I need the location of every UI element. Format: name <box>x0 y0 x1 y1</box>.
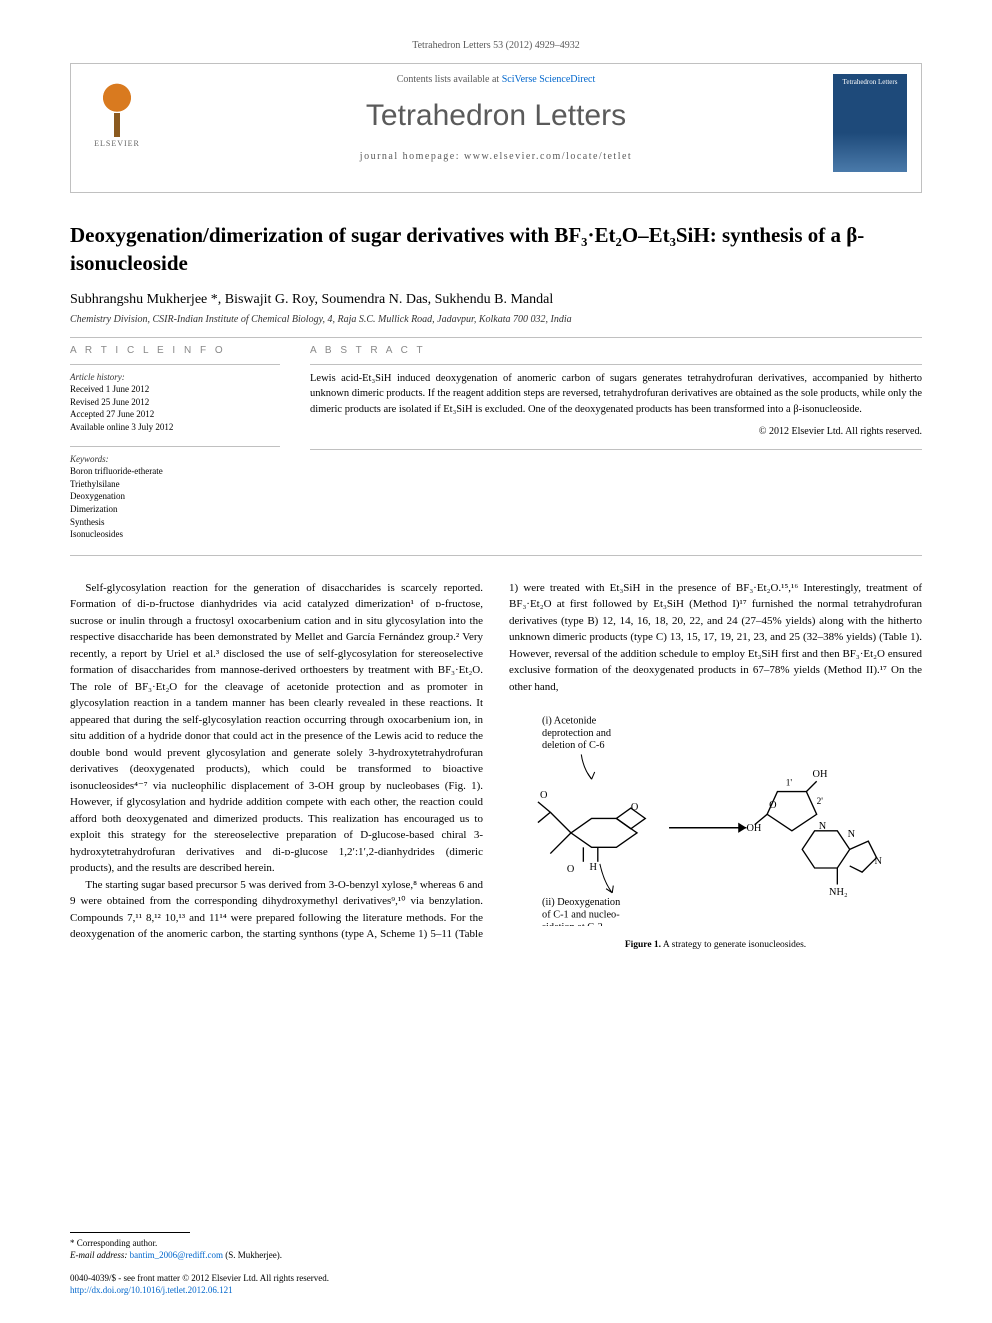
abstract-copyright: © 2012 Elsevier Ltd. All rights reserved… <box>310 425 922 440</box>
cover-label: Tetrahedron Letters <box>843 78 898 86</box>
fig-o2-label: O <box>567 864 575 875</box>
figure-1-block: (i) Acetonide deprotection and deletion … <box>509 709 922 952</box>
keyword-item: Dimerization <box>70 503 280 516</box>
abstract-text: Lewis acid-Et₃SiH induced deoxygenation … <box>310 371 922 417</box>
email-label: E-mail address: <box>70 1250 130 1260</box>
history-online: Available online 3 July 2012 <box>70 421 280 434</box>
article-info-heading: A R T I C L E I N F O <box>70 344 280 358</box>
page-footer: * Corresponding author. E-mail address: … <box>70 1232 922 1297</box>
fig-ann1a: (i) Acetonide <box>542 716 597 727</box>
homepage-line: journal homepage: www.elsevier.com/locat… <box>175 151 817 162</box>
masthead-center: Contents lists available at SciVerse Sci… <box>175 74 817 162</box>
fig-pos1: 1' <box>786 779 793 789</box>
fig-oh2: OH <box>746 823 761 834</box>
keyword-item: Boron trifluoride-etherate <box>70 465 280 478</box>
citation-text: Tetrahedron Letters 53 (2012) 4929–4932 <box>412 40 580 51</box>
fig-ann2a: (ii) Deoxygenation <box>542 897 620 908</box>
keyword-item: Triethylsilane <box>70 478 280 491</box>
fig-oh-left: O <box>540 790 548 801</box>
fig-n3: N <box>874 856 882 867</box>
rule-abs-1 <box>310 364 922 365</box>
email-link[interactable]: bantim_2006@rediff.com <box>130 1250 223 1260</box>
figure-1-svg: (i) Acetonide deprotection and deletion … <box>509 709 922 926</box>
keyword-item: Isonucleosides <box>70 528 280 541</box>
keyword-item: Synthesis <box>70 516 280 529</box>
fig-n1: N <box>819 821 827 832</box>
fig-ann1c: deletion of C-6 <box>542 741 604 752</box>
journal-title: Tetrahedron Letters <box>175 99 817 133</box>
article-info-block: A R T I C L E I N F O Article history: R… <box>70 344 280 541</box>
fig-h-label: H <box>590 862 598 873</box>
header-citation: Tetrahedron Letters 53 (2012) 4929–4932 <box>70 40 922 51</box>
email-suffix: (S. Mukherjee). <box>225 1250 282 1260</box>
rule-abs-2 <box>310 449 922 450</box>
history-label: Article history: <box>70 371 280 384</box>
rule-info-1 <box>70 364 280 365</box>
body-columns: Self-glycosylation reaction for the gene… <box>70 580 922 952</box>
fig-n2: N <box>848 829 856 840</box>
history-accepted: Accepted 27 June 2012 <box>70 408 280 421</box>
abstract-heading: A B S T R A C T <box>310 344 922 359</box>
history-received: Received 1 June 2012 <box>70 383 280 396</box>
fig-oh1: OH <box>813 769 828 780</box>
figure-1-caption-text: A strategy to generate isonucleosides. <box>663 940 806 950</box>
affiliation-line: Chemistry Division, CSIR-Indian Institut… <box>70 314 922 325</box>
figure-1-caption: Figure 1. A strategy to generate isonucl… <box>509 938 922 952</box>
doi-link[interactable]: http://dx.doi.org/10.1016/j.tetlet.2012.… <box>70 1285 233 1295</box>
elsevier-logo[interactable]: ELSEVIER <box>85 74 149 148</box>
elsevier-label: ELSEVIER <box>94 139 140 148</box>
body-paragraph-1: Self-glycosylation reaction for the gene… <box>70 580 483 877</box>
contents-line: Contents lists available at SciVerse Sci… <box>175 74 817 85</box>
fig-ann2b: of C-1 and nucleo- <box>542 910 620 921</box>
keyword-item: Deoxygenation <box>70 490 280 503</box>
doi-line: http://dx.doi.org/10.1016/j.tetlet.2012.… <box>70 1284 922 1297</box>
issn-line: 0040-4039/$ - see front matter © 2012 El… <box>70 1272 922 1285</box>
fig-nh2: NH₂ <box>829 887 848 898</box>
info-abstract-row: A R T I C L E I N F O Article history: R… <box>70 344 922 541</box>
fig-pos2: 2' <box>817 797 824 807</box>
history-revised: Revised 25 June 2012 <box>70 396 280 409</box>
contents-prefix: Contents lists available at <box>397 74 502 85</box>
homepage-url[interactable]: www.elsevier.com/locate/tetlet <box>464 151 632 162</box>
footer-rule <box>70 1232 190 1233</box>
homepage-prefix: journal homepage: <box>360 151 464 162</box>
corresponding-author: * Corresponding author. <box>70 1237 922 1250</box>
sciencedirect-link[interactable]: SciVerse ScienceDirect <box>502 74 596 85</box>
email-line: E-mail address: bantim_2006@rediff.com (… <box>70 1249 922 1262</box>
fig-ann1b: deprotection and <box>542 728 612 739</box>
fig-o-ring: O <box>769 800 777 811</box>
abstract-block: A B S T R A C T Lewis acid-Et₃SiH induce… <box>310 344 922 541</box>
rule-top <box>70 337 922 338</box>
fig-o-label: O <box>631 802 639 813</box>
authors-line: Subhrangshu Mukherjee *, Biswajit G. Roy… <box>70 292 922 308</box>
journal-cover-thumbnail[interactable]: Tetrahedron Letters <box>833 74 907 172</box>
article-title: Deoxygenation/dimerization of sugar deri… <box>70 221 922 278</box>
elsevier-tree-icon <box>90 83 144 137</box>
journal-masthead: ELSEVIER Contents lists available at Sci… <box>70 63 922 193</box>
keywords-label: Keywords: <box>70 453 280 466</box>
rule-bottom <box>70 555 922 556</box>
rule-info-2 <box>70 446 280 447</box>
fig-ann2c: sidation at C-2 <box>542 922 603 926</box>
